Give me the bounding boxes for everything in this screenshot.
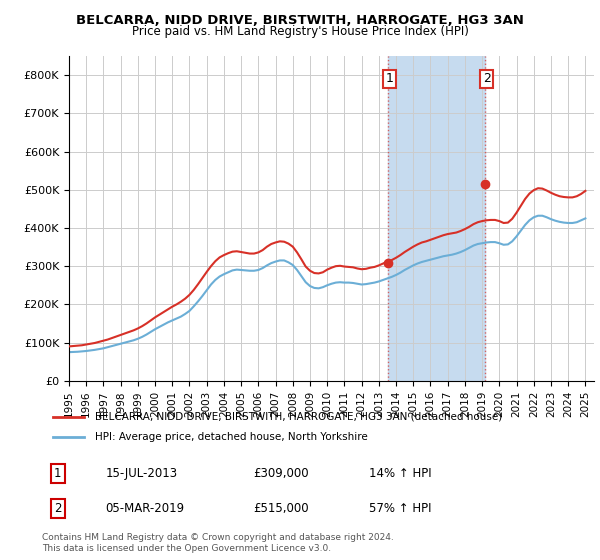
Text: 15-JUL-2013: 15-JUL-2013: [106, 468, 178, 480]
Text: 2: 2: [54, 502, 62, 515]
Text: £309,000: £309,000: [253, 468, 309, 480]
Text: Contains HM Land Registry data © Crown copyright and database right 2024.
This d: Contains HM Land Registry data © Crown c…: [42, 533, 394, 553]
Bar: [388, 56, 485, 381]
Text: 14% ↑ HPI: 14% ↑ HPI: [370, 468, 432, 480]
Text: 05-MAR-2019: 05-MAR-2019: [106, 502, 184, 515]
Text: 1: 1: [54, 468, 62, 480]
Text: 57% ↑ HPI: 57% ↑ HPI: [370, 502, 432, 515]
Text: Price paid vs. HM Land Registry's House Price Index (HPI): Price paid vs. HM Land Registry's House …: [131, 25, 469, 38]
Text: 2: 2: [483, 72, 491, 85]
Text: 1: 1: [386, 72, 394, 85]
Text: HPI: Average price, detached house, North Yorkshire: HPI: Average price, detached house, Nort…: [95, 432, 368, 442]
Text: BELCARRA, NIDD DRIVE, BIRSTWITH, HARROGATE, HG3 3AN (detached house): BELCARRA, NIDD DRIVE, BIRSTWITH, HARROGA…: [95, 412, 502, 422]
Text: BELCARRA, NIDD DRIVE, BIRSTWITH, HARROGATE, HG3 3AN: BELCARRA, NIDD DRIVE, BIRSTWITH, HARROGA…: [76, 14, 524, 27]
Text: £515,000: £515,000: [253, 502, 309, 515]
